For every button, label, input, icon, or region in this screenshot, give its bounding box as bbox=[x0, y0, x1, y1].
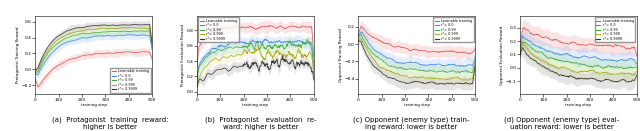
Text: (c) Opponent (enemy type) train-
ing reward: lower is better: (c) Opponent (enemy type) train- ing rew… bbox=[353, 116, 470, 130]
Text: (d) Opponent (enemy type) eval-
uation reward: lower is better: (d) Opponent (enemy type) eval- uation r… bbox=[504, 116, 620, 130]
Text: (b)  Protagonist   evaluation  re-
ward: higher is better: (b) Protagonist evaluation re- ward: hig… bbox=[205, 116, 317, 130]
X-axis label: training step: training step bbox=[81, 103, 107, 107]
X-axis label: training step: training step bbox=[404, 103, 429, 107]
Y-axis label: Opponent Evaluation Reward: Opponent Evaluation Reward bbox=[500, 25, 504, 85]
Legend: Learnable training, r*= 0.0, r*= 0.99, r*= 0.999, r*= 0.9999: Learnable training, r*= 0.0, r*= 0.99, r… bbox=[595, 17, 635, 42]
Y-axis label: Protagonist Training Reward: Protagonist Training Reward bbox=[16, 27, 20, 83]
Text: (a)  Protagonist  training  reward:
higher is better: (a) Protagonist training reward: higher … bbox=[52, 116, 169, 130]
Y-axis label: Protagonist Evaluation Reward: Protagonist Evaluation Reward bbox=[181, 24, 185, 86]
Legend: Learnable training, r*= 0.0, r*= 0.99, r*= 0.999, r*= 0.9999: Learnable training, r*= 0.0, r*= 0.99, r… bbox=[198, 17, 239, 42]
Legend: Learnable training, r*= 0.0, r*= 0.99, r*= 0.999, r*= 0.9999: Learnable training, r*= 0.0, r*= 0.99, r… bbox=[433, 17, 474, 42]
Y-axis label: Opponent Training Reward: Opponent Training Reward bbox=[339, 28, 343, 82]
X-axis label: training step: training step bbox=[243, 103, 268, 107]
Legend: Learnable training, r*= 0.0, r*= 0.99, r*= 0.999, r*= 0.9999: Learnable training, r*= 0.0, r*= 0.99, r… bbox=[110, 68, 150, 93]
X-axis label: training step: training step bbox=[565, 103, 591, 107]
